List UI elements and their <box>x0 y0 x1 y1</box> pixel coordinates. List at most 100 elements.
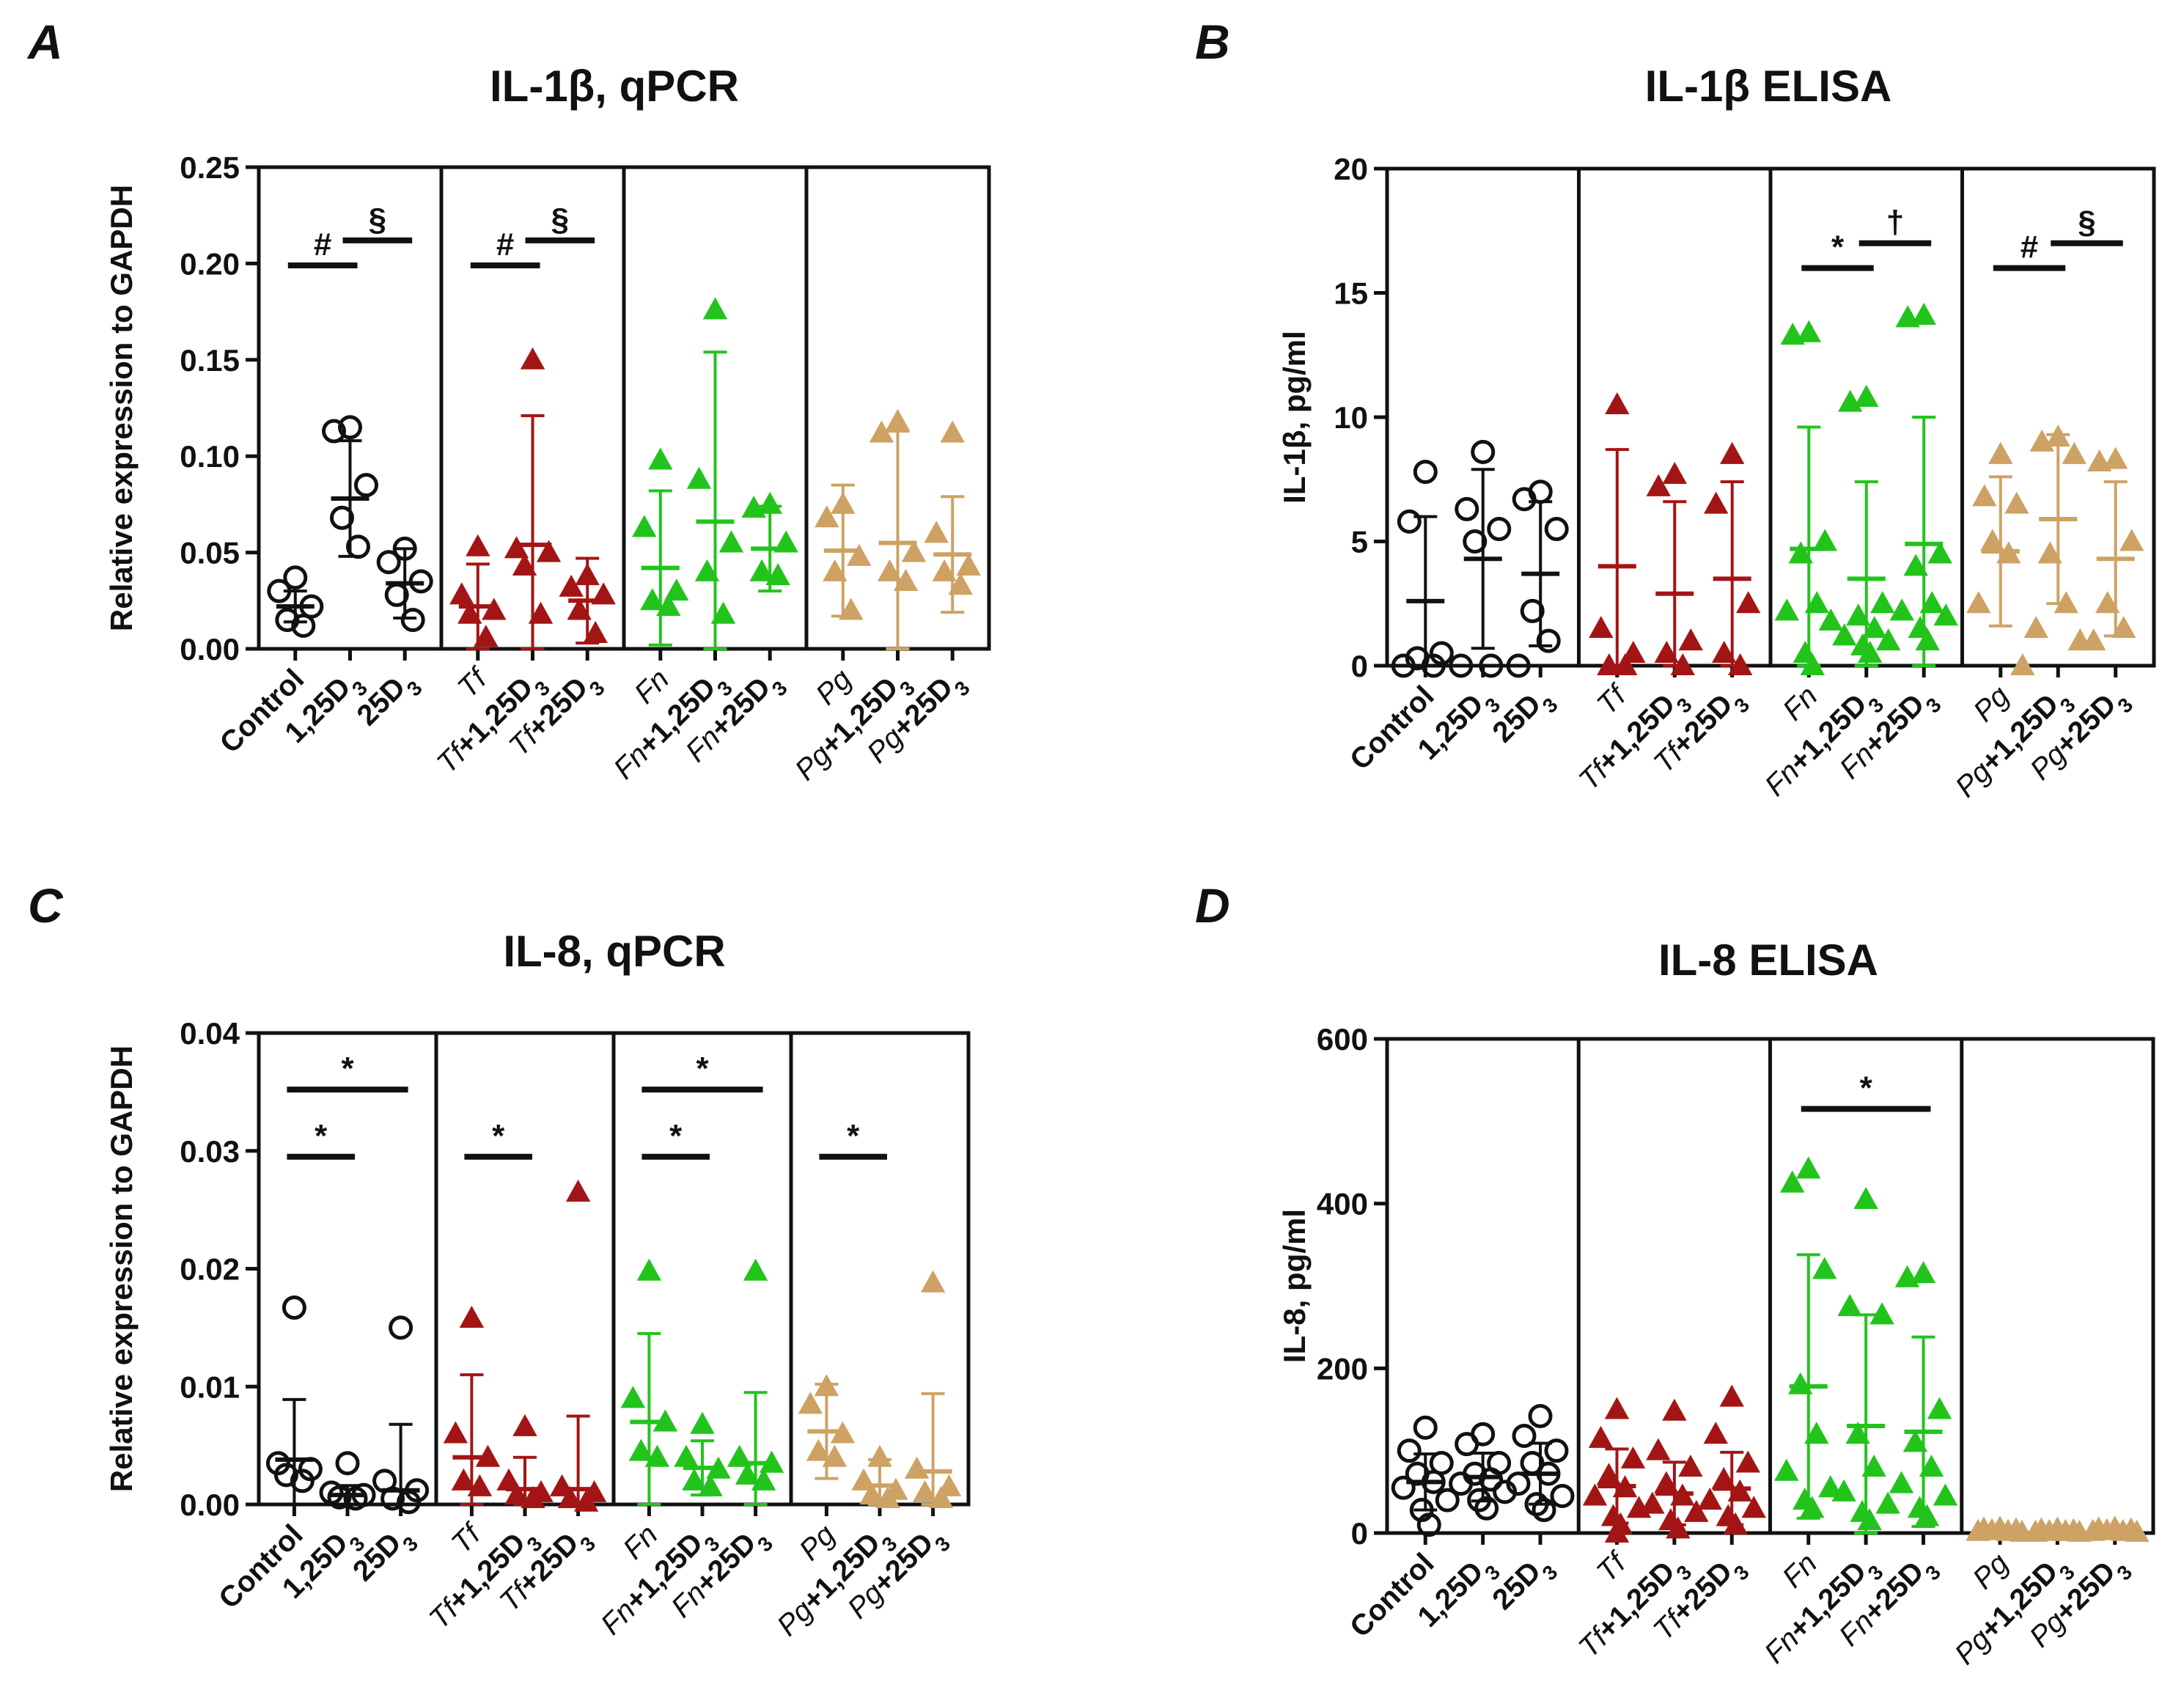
data-point <box>1914 1504 1940 1526</box>
y-axis-label: IL-8, pg/ml <box>1277 1209 1312 1363</box>
data-point <box>893 568 919 592</box>
data-point <box>822 1444 848 1467</box>
series-pg-1-25d3 <box>851 1444 908 1508</box>
x-tick-label-group: Tf <box>1591 678 1634 721</box>
data-point <box>1858 640 1883 664</box>
series-pg-25d3 <box>904 1270 962 1508</box>
data-point <box>1662 461 1687 484</box>
data-point <box>1435 1488 1460 1513</box>
y-axis-label: Relative expression to GAPDH <box>104 185 139 631</box>
data-point <box>2023 616 2048 639</box>
y-tick-label: 0.04 <box>180 1016 240 1051</box>
x-tick-label: Tf <box>1591 1546 1634 1589</box>
series-fn-25d3 <box>1889 302 1958 667</box>
data-point <box>632 515 657 537</box>
series-tf-1-25d3 <box>504 347 562 650</box>
data-point <box>520 347 545 370</box>
series-fn <box>1774 320 1843 675</box>
data-point <box>1788 541 1813 564</box>
chart-title: IL-8, qPCR <box>503 927 725 976</box>
data-point <box>335 1451 360 1476</box>
data-point <box>1449 653 1474 678</box>
data-point <box>1972 484 1997 507</box>
data-point <box>1421 653 1446 678</box>
data-point <box>1582 1483 1608 1506</box>
data-point <box>920 1270 946 1293</box>
data-point <box>644 1444 670 1467</box>
data-point <box>330 505 354 530</box>
data-point <box>1837 1294 1862 1317</box>
data-point <box>2029 429 2054 452</box>
data-point <box>1416 1513 1441 1537</box>
series-tf-25d3 <box>1704 441 1761 675</box>
data-point <box>1397 1438 1422 1463</box>
data-point <box>636 1258 662 1281</box>
data-point <box>751 1468 776 1491</box>
data-point <box>1604 1397 1630 1419</box>
data-point <box>1544 517 1569 542</box>
data-point <box>1876 628 1901 651</box>
y-tick-label: 0.01 <box>180 1370 240 1404</box>
series-25d3 <box>372 1315 430 1515</box>
significance-label: # <box>2021 229 2038 265</box>
x-tick-label-group: 25D3 <box>1487 688 1562 749</box>
data-point <box>1532 1498 1556 1523</box>
xtick-species: Fn <box>1776 1547 1823 1594</box>
data-point <box>443 1421 468 1444</box>
chart-title: IL-1β ELISA <box>1645 62 1892 111</box>
data-point <box>1678 628 1703 651</box>
x-tick-label-group: Fn <box>1777 680 1824 727</box>
data-point <box>1911 1261 1936 1284</box>
data-point <box>698 1474 723 1496</box>
data-point <box>282 1295 306 1320</box>
y-tick-label: 0 <box>1351 649 1368 683</box>
data-point <box>932 559 957 581</box>
data-point <box>694 559 720 581</box>
data-point <box>1927 1397 1952 1419</box>
data-point <box>1391 1475 1416 1500</box>
series-1-25d3 <box>319 1451 376 1511</box>
series-fn-25d3 <box>741 491 798 593</box>
data-point <box>1589 616 1614 639</box>
y-tick-label: 200 <box>1317 1351 1368 1386</box>
significance-marker: # <box>1993 229 2066 271</box>
data-point <box>1933 603 1958 626</box>
data-point <box>267 578 292 603</box>
data-point <box>674 1444 699 1467</box>
data-point <box>823 559 848 581</box>
data-point <box>869 420 894 443</box>
series-fn-1-25d3 <box>1831 1186 1900 1535</box>
series-pg-25d3 <box>2081 1515 2150 1542</box>
data-point <box>1520 598 1545 623</box>
series-25d3 <box>376 536 433 633</box>
y-tick-label: 0.05 <box>180 536 240 570</box>
data-point <box>1429 641 1454 666</box>
data-point <box>1640 1491 1665 1514</box>
data-point <box>400 608 425 633</box>
data-point <box>1588 1425 1614 1448</box>
data-point <box>1479 653 1504 678</box>
series-tf-25d3 <box>549 1179 607 1512</box>
y-tick-label: 15 <box>1334 276 1368 311</box>
data-point <box>1853 1186 1878 1210</box>
data-point <box>743 1258 768 1281</box>
data-point <box>1719 1384 1744 1407</box>
data-point <box>1678 1455 1703 1477</box>
data-point <box>1933 1483 1958 1506</box>
series-pg-1-25d3 <box>2023 1516 2092 1542</box>
chart-title: IL-8 ELISA <box>1658 936 1878 985</box>
y-tick-label: 0.20 <box>180 246 240 281</box>
data-point <box>1800 653 1825 675</box>
data-point <box>1774 1458 1799 1481</box>
significance-label: § <box>2078 205 2095 240</box>
data-point <box>1861 1455 1886 1477</box>
data-point <box>2010 653 2035 675</box>
y-tick-label: 0.10 <box>180 439 240 474</box>
x-tick-label: Fn <box>1777 680 1824 727</box>
data-point <box>2062 441 2086 464</box>
significance-marker: § <box>525 202 595 243</box>
data-point <box>948 573 973 595</box>
data-point <box>1915 628 1940 651</box>
data-point <box>1894 1265 1920 1287</box>
